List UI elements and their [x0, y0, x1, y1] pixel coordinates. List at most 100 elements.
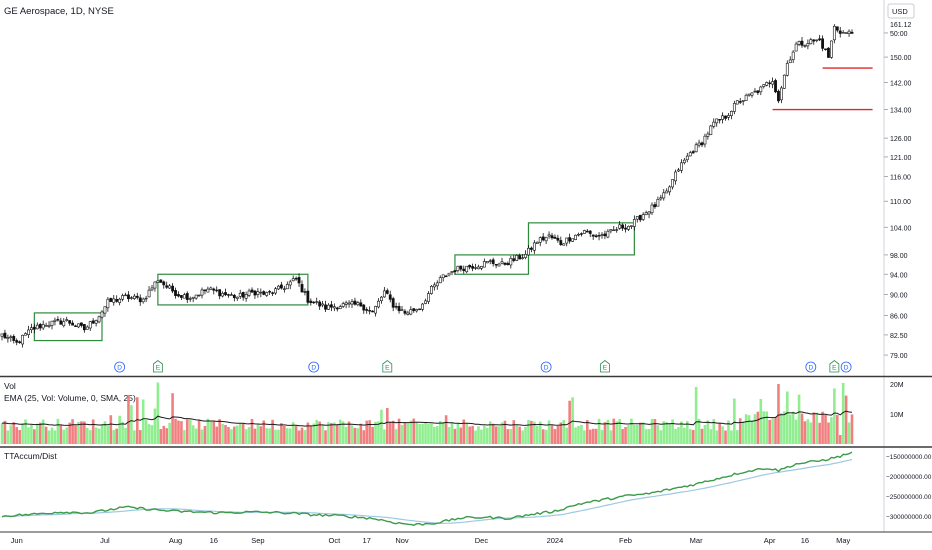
volume-bar	[783, 411, 786, 444]
volume-bar	[821, 411, 824, 444]
candle	[685, 152, 689, 163]
volume-bar	[665, 422, 669, 444]
candle	[238, 289, 242, 299]
candle	[168, 284, 172, 289]
candle	[124, 292, 127, 297]
candle	[271, 291, 274, 296]
candle	[597, 232, 601, 241]
volume-bar	[185, 419, 189, 444]
volume-bar	[468, 426, 471, 444]
candle	[321, 300, 324, 308]
volume-bar	[753, 414, 757, 444]
candle	[206, 286, 210, 293]
volume-axis-labels[interactable]: 20M 10M	[890, 382, 904, 419]
volume-bar	[41, 419, 45, 444]
volume-bar	[215, 426, 219, 444]
candle	[809, 37, 813, 45]
volume-bar	[65, 427, 69, 444]
volume-bar	[56, 418, 60, 444]
volume-bar	[638, 422, 642, 444]
volume-bar	[477, 426, 480, 444]
candle	[309, 298, 313, 306]
accum-dist-lines	[1, 451, 853, 526]
dividend-marker[interactable]: D	[840, 361, 852, 373]
time-tick-label: Sep	[251, 536, 264, 545]
candle	[630, 225, 633, 230]
candle	[600, 232, 604, 239]
volume-bar	[633, 424, 636, 444]
candle	[53, 317, 57, 326]
volume-bar	[512, 420, 516, 444]
price-tick-label: 110.00	[890, 199, 911, 206]
consolidation-box[interactable]	[527, 222, 635, 256]
volume-bar	[812, 412, 816, 444]
earnings-marker[interactable]: E	[382, 359, 393, 373]
currency-button[interactable]: USD	[887, 3, 915, 19]
volume-bar	[574, 427, 577, 444]
volume-bar	[430, 423, 433, 444]
candle	[332, 303, 336, 312]
volume-bar	[309, 425, 313, 444]
candle	[803, 44, 807, 48]
price-tick-label: 121.00	[890, 155, 912, 162]
volume-bar	[688, 429, 692, 444]
candle	[294, 276, 298, 281]
candle	[447, 272, 451, 277]
volume-bar	[833, 388, 836, 444]
volume-bar	[509, 428, 513, 444]
time-tick-label: May	[836, 536, 850, 545]
volume-bar	[835, 414, 839, 444]
candle	[506, 261, 510, 266]
volume-bar	[403, 422, 407, 444]
volume-bar	[588, 429, 592, 444]
volume-bar	[830, 417, 833, 444]
candle	[247, 288, 251, 298]
volume-bar	[785, 391, 789, 444]
volume-bar	[568, 400, 571, 444]
candle	[215, 286, 219, 293]
volume-bar	[209, 421, 213, 444]
price-axis-labels[interactable]: 79.00 82.50 86.00 90.00 94.00 98.00 104.00 110.…	[884, 31, 912, 360]
volume-bar	[441, 421, 445, 444]
volume-bar	[156, 382, 160, 444]
volume-bar	[644, 429, 648, 444]
volume-bar	[585, 420, 589, 444]
accum-axis-labels[interactable]: −150000000.00 −200000000.00 −250000000.00 −…	[886, 454, 932, 521]
consolidation-box[interactable]	[157, 273, 309, 306]
dividend-marker[interactable]: D	[308, 361, 320, 373]
candle	[241, 291, 245, 301]
time-axis-labels[interactable]: Jun Jul Aug 16 Sep Oct 17 Nov Dec 2024 Feb Mar Apr 16…	[11, 536, 851, 545]
candle	[635, 216, 639, 223]
candle	[721, 112, 724, 124]
earnings-marker[interactable]: E	[829, 359, 840, 373]
earnings-marker[interactable]: E	[600, 359, 610, 373]
currency-label: USD	[892, 7, 908, 16]
candle	[144, 295, 148, 303]
dividend-marker[interactable]: D	[114, 361, 126, 373]
volume-bar	[680, 421, 683, 444]
volume-bar	[177, 420, 180, 444]
volume-bar	[388, 421, 392, 444]
volume-bar	[668, 423, 671, 444]
candle	[662, 188, 666, 201]
volume-bar	[303, 430, 307, 444]
candle	[253, 289, 257, 299]
candle	[674, 169, 677, 185]
volume-bar	[738, 418, 742, 444]
volume-bar	[533, 421, 536, 444]
candle	[574, 234, 577, 241]
candle	[582, 229, 586, 234]
candle	[550, 232, 554, 240]
consolidation-box[interactable]	[454, 254, 530, 275]
volume-bar	[97, 428, 101, 444]
candle	[350, 299, 354, 309]
price-tick-label: 82.50	[890, 333, 908, 340]
dividend-marker[interactable]: D	[805, 361, 817, 373]
candle	[303, 288, 307, 296]
dividend-marker[interactable]: D	[540, 361, 552, 373]
candle	[618, 221, 622, 230]
volume-bar	[747, 415, 751, 444]
earnings-marker[interactable]: E	[152, 359, 163, 373]
volume-bar	[88, 430, 92, 444]
